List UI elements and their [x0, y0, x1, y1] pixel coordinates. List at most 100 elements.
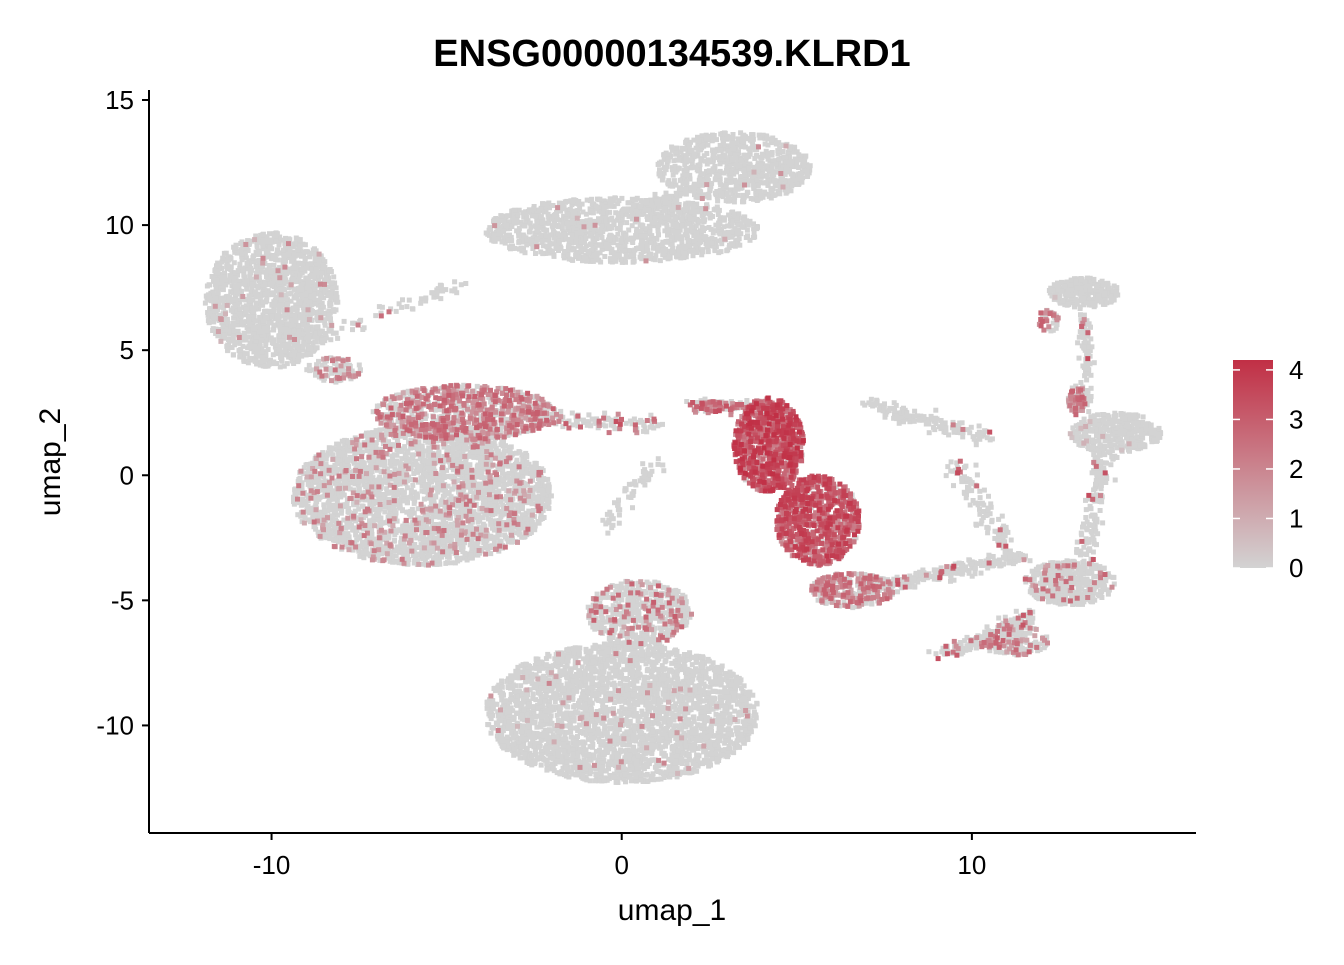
data-point	[545, 237, 551, 243]
data-point	[284, 344, 290, 350]
data-point	[589, 247, 595, 253]
data-point	[516, 207, 522, 213]
data-point	[447, 449, 453, 454]
data-point	[467, 542, 473, 548]
data-point	[584, 197, 590, 203]
data-point	[240, 278, 246, 284]
data-point	[615, 201, 621, 207]
data-point	[365, 442, 371, 448]
data-point	[250, 255, 256, 261]
data-point	[669, 144, 675, 150]
data-point	[790, 177, 796, 183]
data-point	[293, 302, 299, 308]
data-point	[399, 468, 405, 474]
data-point	[662, 215, 668, 221]
data-point	[673, 182, 679, 188]
data-point	[664, 163, 670, 169]
data-point	[626, 227, 632, 233]
data-point	[244, 351, 250, 357]
data-point	[618, 237, 624, 243]
data-point	[241, 331, 247, 337]
data-point	[363, 477, 368, 482]
data-point	[491, 232, 497, 238]
data-point	[265, 249, 271, 254]
data-point	[712, 149, 718, 155]
data-point	[213, 272, 219, 278]
data-point	[629, 223, 635, 229]
data-point	[523, 211, 528, 217]
data-point	[247, 298, 253, 304]
data-point	[638, 228, 644, 234]
data-point	[649, 212, 655, 218]
data-point	[291, 286, 297, 292]
data-point	[259, 338, 265, 343]
data-point	[547, 205, 552, 211]
data-point	[596, 216, 601, 222]
data-point	[304, 261, 309, 267]
data-point	[263, 340, 269, 346]
data-point	[292, 273, 298, 279]
data-point	[691, 203, 697, 209]
data-point	[271, 327, 277, 333]
data-point	[613, 195, 618, 201]
data-point	[268, 269, 274, 275]
data-point	[722, 130, 728, 136]
data-point	[326, 471, 332, 477]
data-point	[787, 178, 793, 184]
data-point	[276, 239, 282, 245]
data-point	[724, 168, 730, 174]
data-point	[730, 241, 736, 247]
data-point	[282, 352, 288, 358]
data-point	[708, 243, 714, 249]
data-point	[469, 547, 475, 553]
data-point	[740, 192, 746, 198]
data-point	[283, 296, 289, 302]
data-point	[291, 305, 297, 311]
data-point	[271, 306, 277, 312]
data-point	[329, 280, 335, 286]
data-point	[578, 254, 584, 260]
data-point	[615, 242, 621, 248]
data-point	[516, 239, 522, 245]
data-point	[730, 218, 736, 224]
data-point	[530, 241, 535, 247]
data-point	[676, 202, 682, 207]
data-point	[789, 183, 795, 189]
data-point	[303, 298, 309, 304]
data-point	[608, 233, 614, 239]
data-point	[263, 282, 269, 288]
data-point	[340, 531, 346, 536]
data-point	[734, 180, 740, 186]
data-point	[281, 308, 287, 314]
data-point	[751, 164, 757, 170]
data-point	[274, 251, 280, 257]
data-point	[256, 272, 262, 278]
data-point	[551, 235, 557, 241]
data-point	[636, 234, 641, 240]
data-point	[717, 147, 723, 153]
data-point	[607, 209, 613, 215]
data-point	[754, 198, 760, 203]
data-point	[275, 299, 281, 304]
data-point	[724, 248, 730, 254]
data-point	[239, 239, 245, 245]
data-point	[721, 139, 726, 145]
data-point	[232, 302, 238, 308]
data-point	[661, 251, 667, 257]
data-point	[236, 282, 242, 288]
data-point	[347, 486, 353, 492]
data-point	[295, 247, 301, 253]
data-point	[275, 247, 280, 253]
data-point	[660, 174, 666, 180]
data-point	[273, 349, 279, 355]
data-point	[666, 152, 672, 158]
data-point	[269, 340, 275, 346]
data-point	[294, 289, 300, 295]
data-point	[467, 462, 473, 468]
data-point	[206, 320, 212, 326]
data-point	[318, 270, 324, 276]
data-point	[241, 304, 246, 310]
data-point	[755, 163, 760, 169]
data-point	[357, 535, 363, 541]
data-point	[240, 267, 246, 273]
